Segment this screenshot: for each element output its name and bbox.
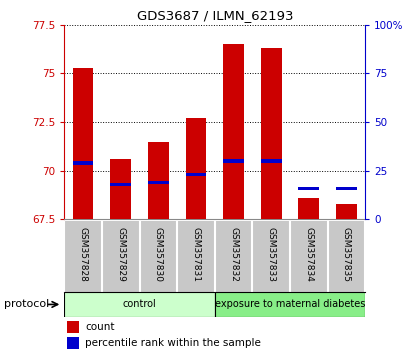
Text: GSM357833: GSM357833: [267, 227, 276, 282]
Bar: [67, 337, 79, 349]
Bar: [73, 68, 93, 219]
Bar: [64, 292, 215, 317]
Text: GSM357831: GSM357831: [191, 227, 200, 282]
Text: GSM357830: GSM357830: [154, 227, 163, 282]
Bar: [110, 183, 131, 186]
Text: GSM357828: GSM357828: [78, 227, 88, 282]
Bar: [186, 173, 206, 176]
Bar: [223, 44, 244, 219]
Bar: [67, 321, 79, 333]
Bar: [336, 187, 357, 190]
Bar: [148, 181, 168, 184]
Text: exposure to maternal diabetes: exposure to maternal diabetes: [215, 299, 365, 309]
Text: GSM357832: GSM357832: [229, 227, 238, 282]
Text: GSM357834: GSM357834: [304, 227, 313, 282]
Bar: [298, 187, 319, 190]
Bar: [298, 198, 319, 219]
Title: GDS3687 / ILMN_62193: GDS3687 / ILMN_62193: [137, 9, 293, 22]
Text: protocol: protocol: [4, 299, 49, 309]
Bar: [261, 159, 281, 163]
Bar: [223, 159, 244, 163]
Text: GSM357829: GSM357829: [116, 227, 125, 282]
Bar: [110, 159, 131, 219]
Text: count: count: [85, 322, 115, 332]
Text: GSM357835: GSM357835: [342, 227, 351, 282]
Bar: [186, 118, 206, 219]
Bar: [261, 48, 281, 219]
Text: percentile rank within the sample: percentile rank within the sample: [85, 338, 261, 348]
Bar: [336, 204, 357, 219]
Text: control: control: [123, 299, 156, 309]
Bar: [215, 292, 365, 317]
Bar: [148, 142, 168, 219]
Bar: [73, 161, 93, 165]
